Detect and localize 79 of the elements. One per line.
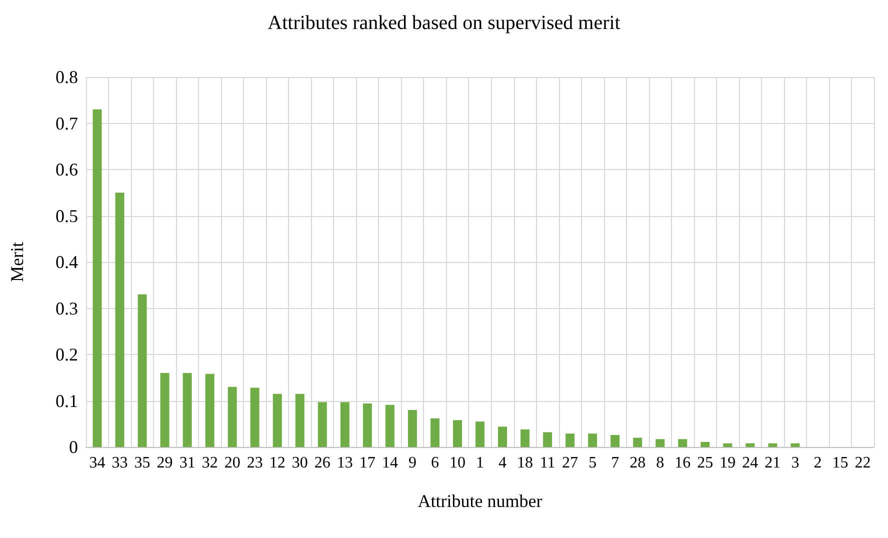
x-tick-label: 17 <box>359 454 376 472</box>
bar <box>498 426 508 447</box>
bar <box>385 404 394 447</box>
x-tick-label: 11 <box>540 454 556 472</box>
x-tick-label: 16 <box>674 454 691 472</box>
y-tick-label: 0.5 <box>56 206 78 226</box>
x-tick-label: 32 <box>202 454 218 472</box>
y-tick-label: 0.7 <box>56 113 78 134</box>
bar <box>543 432 552 447</box>
bar <box>746 443 755 447</box>
x-tick-label: 23 <box>246 454 263 472</box>
bar <box>92 109 102 447</box>
x-tick-label: 13 <box>336 454 353 472</box>
bar <box>205 374 214 447</box>
bar <box>250 388 260 447</box>
x-tick-label: 10 <box>449 454 466 472</box>
bar <box>452 420 462 447</box>
bar <box>295 394 304 447</box>
bar <box>228 386 237 447</box>
bar <box>160 373 170 447</box>
bar <box>588 434 598 447</box>
x-tick-label: 12 <box>269 454 286 472</box>
bar <box>790 443 800 447</box>
y-tick-label: 0.2 <box>56 344 78 364</box>
x-tick-label: 25 <box>697 454 714 472</box>
x-tick-label: 19 <box>720 454 736 472</box>
bar <box>182 373 192 447</box>
x-tick-label: 15 <box>832 454 848 472</box>
y-axis-title: Merit <box>7 242 27 282</box>
x-tick-label: 7 <box>611 454 620 472</box>
y-tick-label: 0.8 <box>56 67 78 87</box>
bar <box>768 443 778 447</box>
bar <box>430 418 440 447</box>
bar <box>272 394 282 447</box>
x-tick-label: 18 <box>517 454 534 472</box>
x-tick-label: 28 <box>630 454 646 472</box>
bar <box>723 443 732 447</box>
x-tick-label: 34 <box>89 454 106 472</box>
x-tick-label: 5 <box>588 454 597 472</box>
x-tick-label: 21 <box>764 454 781 472</box>
x-tick-label: 22 <box>854 454 871 472</box>
y-tick-label: 0 <box>69 437 78 457</box>
bar <box>520 429 530 447</box>
x-tick-label: 1 <box>476 454 484 472</box>
bar <box>318 402 327 447</box>
x-tick-label: 9 <box>408 454 416 472</box>
bar <box>115 192 124 447</box>
x-tick-label: 31 <box>179 454 196 472</box>
bar <box>362 404 372 447</box>
x-tick-label: 3 <box>791 454 800 472</box>
x-tick-label: 4 <box>498 454 507 472</box>
bar <box>633 438 642 447</box>
bar <box>475 422 485 447</box>
x-tick-label: 26 <box>314 454 330 472</box>
y-tick-label: 0.3 <box>56 298 78 318</box>
x-axis-title: Attribute number <box>418 491 542 511</box>
bar <box>408 410 417 447</box>
bar <box>700 442 710 447</box>
x-tick-label: 24 <box>742 454 758 472</box>
bar <box>656 439 665 447</box>
x-tick-label: 29 <box>156 454 173 472</box>
x-tick-label: 27 <box>562 454 578 472</box>
bar <box>566 434 575 447</box>
x-tick-label: 30 <box>292 454 308 472</box>
x-tick-label: 33 <box>112 454 128 472</box>
y-tick-label: 0.1 <box>56 390 78 411</box>
x-tick-label: 2 <box>814 454 822 472</box>
chart-title: Attributes ranked based on supervised merit <box>268 12 621 34</box>
y-tick-label: 0.6 <box>56 160 78 180</box>
x-tick-label: 20 <box>224 454 240 472</box>
bar <box>340 402 350 447</box>
x-tick-label: 6 <box>430 454 439 472</box>
bar <box>138 294 147 447</box>
x-tick-label: 8 <box>656 454 664 472</box>
x-tick-label: 14 <box>382 454 398 472</box>
bar <box>678 439 688 447</box>
x-tick-label: 35 <box>134 454 150 472</box>
bar <box>610 434 620 447</box>
y-tick-label: 0.4 <box>56 252 78 272</box>
